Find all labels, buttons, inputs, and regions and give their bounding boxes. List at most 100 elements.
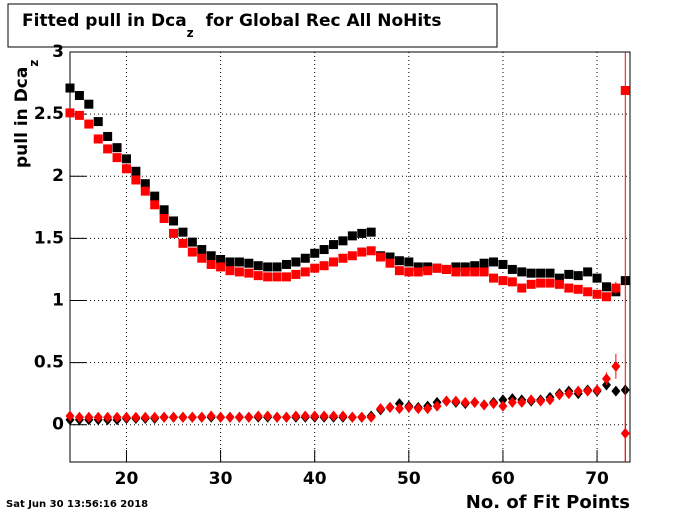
marker-square (253, 261, 263, 271)
marker-square (376, 252, 386, 262)
marker-square (554, 273, 564, 283)
marker-square (253, 271, 263, 281)
x-tick-label: 60 (491, 469, 515, 489)
marker-diamond (169, 411, 179, 423)
marker-square (470, 267, 480, 277)
marker-diamond (545, 394, 555, 406)
marker-square (121, 154, 131, 164)
marker-square (498, 259, 508, 269)
marker-diamond (187, 411, 197, 423)
marker-square (103, 131, 113, 141)
marker-diamond (150, 411, 160, 423)
marker-square (536, 278, 546, 288)
marker-square (347, 251, 357, 261)
marker-diamond (526, 394, 536, 406)
marker-diamond (470, 396, 480, 408)
marker-square (338, 253, 348, 263)
marker-diamond (583, 385, 593, 397)
marker-square (526, 268, 536, 278)
marker-diamond (140, 411, 150, 423)
x-tick-label: 40 (303, 469, 327, 489)
marker-square (263, 262, 273, 272)
plot-frame (69, 51, 631, 463)
marker-square (536, 268, 546, 278)
marker-square (413, 262, 423, 272)
marker-diamond (121, 411, 131, 423)
marker-diamond (329, 410, 339, 422)
marker-square (131, 166, 141, 176)
marker-diamond (376, 403, 386, 415)
marker-diamond (460, 396, 470, 408)
y-tick-label: 1 (52, 290, 64, 310)
marker-square (225, 266, 235, 276)
marker-square (611, 283, 621, 293)
x-axis-label: No. of Fit Points (466, 492, 630, 513)
marker-square (573, 284, 583, 294)
marker-square (507, 277, 517, 287)
x-tick-label: 20 (115, 469, 139, 489)
marker-diamond (291, 410, 301, 422)
marker-square (479, 267, 489, 277)
marker-square (281, 272, 291, 282)
marker-square (216, 254, 226, 264)
marker-square (93, 117, 103, 127)
marker-diamond (498, 394, 508, 406)
chart-title-rest: for Global Rec All NoHits (206, 11, 442, 31)
marker-square (159, 213, 169, 223)
marker-square (489, 257, 499, 267)
marker-square (385, 258, 395, 268)
marker-square (150, 200, 160, 210)
marker-square (178, 238, 188, 248)
marker-square (300, 267, 310, 277)
marker-square (93, 134, 103, 144)
marker-square (404, 257, 414, 267)
marker-square (423, 266, 433, 276)
marker-square (234, 267, 244, 277)
marker-diamond (300, 410, 310, 422)
marker-square (319, 245, 329, 255)
marker-diamond (197, 411, 207, 423)
y-tick-label: 2 (52, 166, 64, 186)
marker-diamond (281, 411, 291, 423)
marker-diamond (611, 385, 621, 397)
marker-diamond (93, 411, 103, 423)
marker-square (554, 279, 564, 289)
marker-square (244, 268, 254, 278)
y-tick-label: 1.5 (34, 228, 64, 248)
marker-square (65, 83, 75, 93)
marker-diamond (498, 400, 508, 412)
marker-square (394, 256, 404, 266)
marker-square (338, 236, 348, 246)
marker-square (291, 257, 301, 267)
marker-diamond (357, 411, 367, 423)
marker-square (583, 267, 593, 277)
marker-square (206, 251, 216, 261)
marker-square (310, 263, 320, 273)
y-tick-label: 0 (52, 415, 64, 435)
marker-diamond (74, 411, 84, 423)
marker-diamond (263, 410, 273, 422)
marker-diamond (385, 401, 395, 413)
marker-diamond (479, 399, 489, 411)
marker-diamond (404, 401, 414, 413)
marker-diamond (178, 411, 188, 423)
marker-square (366, 227, 376, 237)
marker-square (84, 99, 94, 109)
marker-diamond (206, 410, 216, 422)
marker-square (197, 253, 207, 263)
marker-diamond (112, 411, 122, 423)
marker-square (347, 231, 357, 241)
marker-diamond (489, 398, 499, 410)
marker-square (272, 272, 282, 282)
x-tick-label: 50 (397, 469, 421, 489)
marker-square (300, 253, 310, 263)
marker-square (178, 227, 188, 237)
marker-square (319, 261, 329, 271)
marker-square (470, 261, 480, 271)
marker-square (244, 258, 254, 268)
marker-square (140, 179, 150, 189)
marker-square (564, 283, 574, 293)
marker-diamond (601, 373, 611, 385)
marker-square (573, 271, 583, 281)
marker-square (526, 279, 536, 289)
